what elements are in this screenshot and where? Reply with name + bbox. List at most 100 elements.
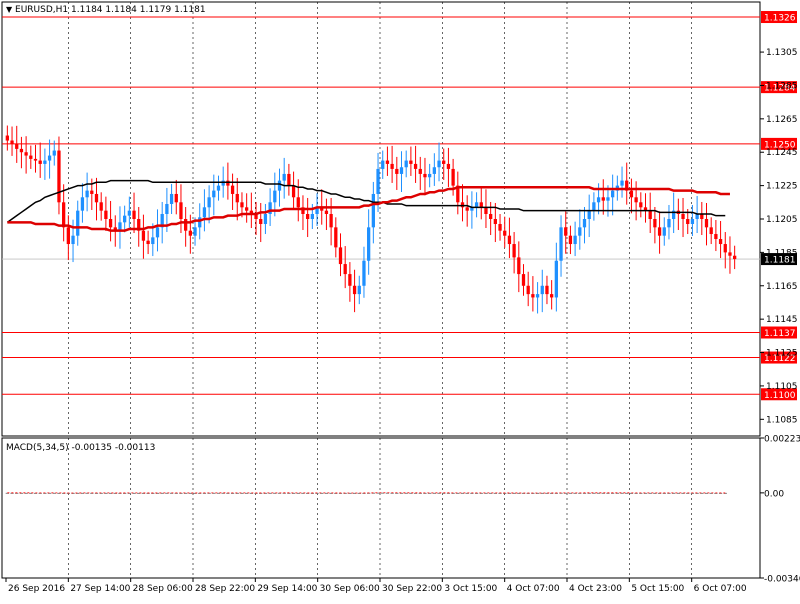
candle-body [527,286,530,294]
candle-body [283,174,286,181]
candle-body [179,202,182,219]
candle-body [597,197,600,202]
candle-body [43,161,46,164]
time-axis-label: 3 Oct 15:00 [444,584,497,594]
candle-body [653,219,656,227]
candle-body [10,141,13,144]
candle-body [353,286,356,294]
time-axis-label: 29 Sep 14:00 [257,584,317,594]
candle-body [423,174,426,177]
candle-body [480,202,483,207]
candle-body [733,256,736,259]
dropdown-arrow-icon[interactable]: ▼ [6,5,12,14]
chart-header: ▼ EURUSD,H1 1.1184 1.1184 1.1179 1.1181 [6,5,206,15]
candle-body [428,174,431,177]
candle-body [362,261,365,286]
candle-body [559,227,562,260]
time-axis-label: 30 Sep 22:00 [382,584,442,594]
candle-body [53,151,56,156]
candle-body [728,252,731,255]
candle-body [189,231,192,236]
candle-body [437,161,440,168]
candle-body [667,219,670,227]
candle-body [700,214,703,219]
level-price-label: 1.1326 [764,14,796,24]
price-axis-label: 1.1285 [766,81,798,91]
candle-body [259,219,262,224]
candle-body [555,261,558,298]
candle-body [236,194,239,202]
candle-body [550,294,553,297]
candle-body [165,204,168,214]
candle-body [719,239,722,244]
candle-body [34,159,37,161]
macd-header: MACD(5,34,5) -0.00135 -0.00113 [6,443,155,453]
candle-body [414,164,417,169]
price-axis-label: 1.1305 [766,48,798,58]
candle-body [339,247,342,264]
macd-axis-label: -0.00346 [764,575,800,585]
symbol-label: EURUSD,H1 [15,5,68,15]
candle-body [71,236,74,244]
candle-body [76,211,79,236]
candle-body [142,231,145,241]
candle-body [231,186,234,194]
candle-body [639,202,642,207]
candle-body [146,241,149,244]
candle-body [109,219,112,227]
candle-body [217,186,220,191]
candle-body [390,164,393,169]
ohlc-label: 1.1184 1.1184 1.1179 1.1181 [71,5,206,15]
candle-body [245,207,248,210]
candle-body [212,191,215,198]
candle-body [95,194,98,202]
candle-body [606,197,609,200]
candle-body [62,202,65,227]
candle-body [132,211,135,219]
price-axis-label: 1.1165 [766,282,798,292]
candle-body [545,286,548,294]
candle-body [681,214,684,219]
candle-body [602,197,605,200]
macd-axis-label: 0.00 [764,489,784,499]
candle-body [705,219,708,227]
candle-body [588,211,591,219]
candle-body [578,227,581,235]
candle-body [489,214,492,219]
candle-body [100,202,103,210]
candle-body [156,227,159,237]
candle-body [226,181,229,186]
time-axis-label: 4 Oct 07:00 [507,584,560,594]
candle-body [710,227,713,234]
candle-body [634,197,637,202]
candle-body [381,161,384,169]
candle-body [118,222,121,230]
price-axis-label: 1.1105 [766,382,798,392]
candle-body [461,202,464,207]
candle-body [48,156,51,161]
candle-body [287,174,290,186]
candle-body [517,257,520,274]
level-price-label: 1.1137 [764,329,796,339]
candle-body [264,214,267,224]
candle-body [400,167,403,174]
candle-body [451,169,454,186]
candle-body [691,219,694,224]
candle-body [85,191,88,198]
price-axis-label: 1.1225 [766,182,798,192]
candle-body [278,181,281,191]
candle-body [663,227,666,235]
time-axis-label: 5 Oct 15:00 [631,584,684,594]
price-axis-label: 1.1085 [766,415,798,425]
candle-body [686,219,689,224]
candle-body [494,219,497,224]
price-axis-label: 1.1145 [766,315,798,325]
candle-body [611,191,614,198]
time-axis-label: 27 Sep 14:00 [70,584,130,594]
candle-body [20,149,23,152]
price-axis-label: 1.1265 [766,115,798,125]
candle-body [620,181,623,186]
candle-body [15,144,18,149]
